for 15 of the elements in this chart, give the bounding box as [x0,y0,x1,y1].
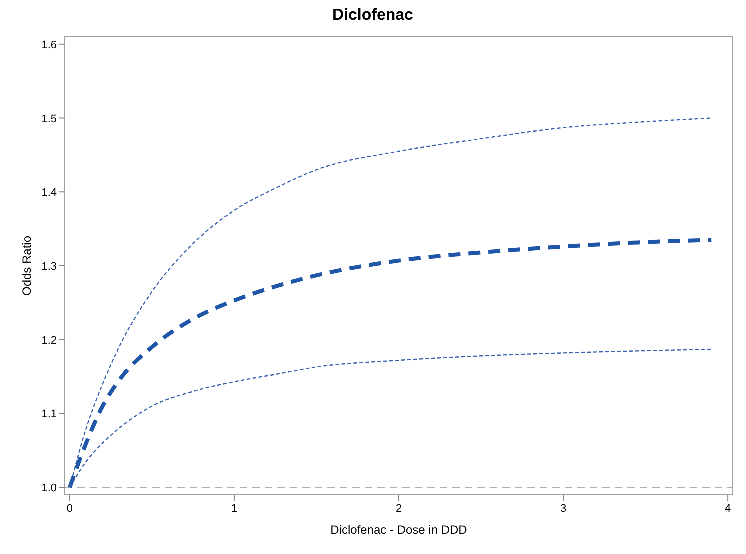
y-tick-label: 1.6 [42,39,57,52]
y-tick-label: 1.3 [42,261,57,273]
x-tick-label: 1 [231,503,238,515]
y-tick-label: 1.2 [42,334,57,347]
chart-title: Diclofenac [332,7,414,24]
x-tick-label: 4 [725,503,732,515]
y-tick-label: 1.1 [42,408,57,421]
y-tick-label: 1.4 [42,187,57,200]
x-tick-label: 2 [396,503,402,515]
y-tick-label: 1.0 [42,482,57,495]
y-axis-title: Odds Ratio [20,236,34,296]
x-tick-label: 0 [66,503,73,515]
x-tick-label: 3 [560,503,567,515]
x-axis-title: Diclofenac - Dose in DDD [330,523,468,537]
y-tick-label: 1.5 [42,113,57,126]
